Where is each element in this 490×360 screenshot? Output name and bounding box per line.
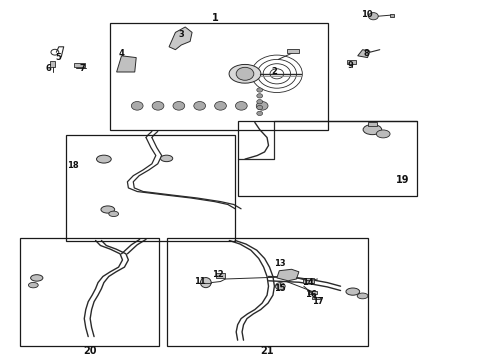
Bar [308, 291, 317, 294]
Bar [390, 14, 394, 17]
Circle shape [131, 102, 143, 110]
Text: 19: 19 [396, 175, 410, 185]
Circle shape [194, 102, 206, 110]
Ellipse shape [357, 293, 368, 299]
Text: 12: 12 [212, 270, 224, 279]
Bar [313, 297, 320, 300]
Circle shape [257, 99, 263, 104]
Bar [66, 135, 235, 241]
Text: 18: 18 [67, 161, 78, 170]
Bar [216, 273, 225, 278]
Polygon shape [169, 27, 192, 50]
Ellipse shape [363, 125, 382, 135]
Ellipse shape [161, 155, 172, 162]
Circle shape [257, 94, 263, 98]
Text: 20: 20 [83, 346, 97, 356]
Bar [50, 61, 55, 67]
Text: 1: 1 [212, 13, 219, 23]
Circle shape [368, 13, 378, 20]
Bar [110, 23, 328, 130]
Text: 2: 2 [271, 68, 277, 77]
Bar [167, 238, 368, 346]
Text: 9: 9 [347, 61, 353, 70]
Circle shape [257, 88, 263, 92]
Text: 4: 4 [119, 49, 124, 58]
Bar [287, 49, 299, 53]
Circle shape [215, 102, 226, 110]
Text: 17: 17 [312, 297, 323, 306]
Text: 8: 8 [364, 49, 369, 58]
Circle shape [257, 105, 263, 110]
Text: 5: 5 [55, 53, 61, 62]
Circle shape [152, 102, 164, 110]
Text: 15: 15 [274, 284, 286, 293]
Text: 11: 11 [194, 277, 206, 286]
Circle shape [236, 102, 247, 110]
Text: 13: 13 [274, 259, 286, 268]
Bar [303, 278, 314, 283]
Ellipse shape [376, 130, 390, 138]
Ellipse shape [97, 155, 111, 163]
Polygon shape [358, 50, 370, 58]
Text: 10: 10 [361, 10, 372, 19]
Ellipse shape [346, 288, 360, 295]
Circle shape [173, 102, 185, 110]
Ellipse shape [200, 278, 211, 288]
Text: 21: 21 [260, 346, 274, 356]
Circle shape [275, 283, 285, 290]
Polygon shape [277, 269, 299, 281]
Text: 14: 14 [302, 278, 314, 287]
Bar [74, 63, 85, 67]
Ellipse shape [30, 275, 43, 281]
Circle shape [257, 111, 263, 116]
Ellipse shape [229, 64, 261, 83]
Text: 3: 3 [178, 30, 184, 39]
Polygon shape [117, 56, 136, 72]
Text: 16: 16 [305, 290, 317, 299]
Bar [20, 238, 159, 346]
Text: 7: 7 [79, 64, 85, 73]
Ellipse shape [109, 211, 119, 216]
Circle shape [236, 67, 254, 80]
Ellipse shape [28, 282, 38, 288]
Bar [368, 122, 377, 126]
Ellipse shape [101, 206, 115, 213]
Bar [347, 60, 356, 64]
Circle shape [256, 102, 268, 110]
Text: 6: 6 [45, 64, 51, 73]
Bar [238, 121, 416, 196]
